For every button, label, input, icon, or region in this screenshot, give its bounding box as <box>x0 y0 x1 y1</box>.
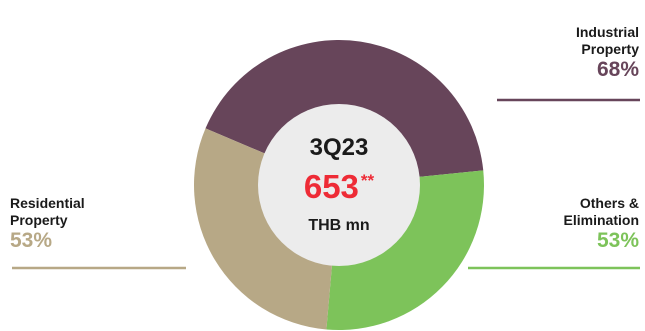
center-unit: THB mn <box>308 216 370 234</box>
label-industrial-percent: 68% <box>596 58 639 81</box>
center-summary: 3Q23 653 ** THB mn <box>258 104 420 266</box>
center-period: 3Q23 <box>309 133 369 161</box>
center-value: 653 <box>303 167 359 205</box>
label-industrial-property: Industrial Property 68% <box>576 24 639 82</box>
center-value-row: 653 ** <box>304 164 374 211</box>
label-residential-property: Residential Property 53% <box>10 195 85 253</box>
label-residential-name: Residential Property <box>10 195 85 228</box>
label-others-percent: 53% <box>596 229 639 252</box>
center-footnote-mark: ** <box>360 170 375 190</box>
donut-center <box>258 104 420 266</box>
label-residential-percent: 53% <box>10 229 53 252</box>
label-others-name: Others & Elimination <box>563 195 639 228</box>
label-others-elimination: Others & Elimination 53% <box>564 195 639 253</box>
label-industrial-name: Industrial Property <box>575 24 639 57</box>
